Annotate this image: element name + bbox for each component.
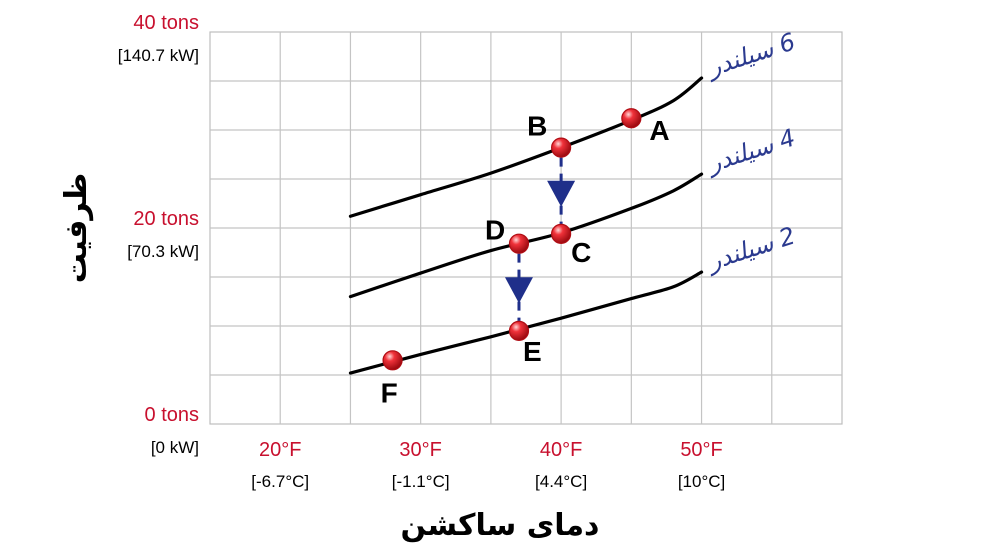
y-tick-label: 40 tons bbox=[133, 12, 199, 34]
point-F bbox=[382, 350, 403, 371]
series-label-1: 6 سیلندر bbox=[702, 27, 799, 82]
x-tick-sublabel: [-6.7°C] bbox=[251, 472, 309, 491]
x-tick-label: 40°F bbox=[540, 439, 582, 461]
y-tick-sublabel: [140.7 kW] bbox=[118, 46, 199, 65]
point-label-F: F bbox=[381, 377, 398, 408]
grid bbox=[209, 31, 843, 425]
x-tick-label: 50°F bbox=[680, 439, 722, 461]
point-label-E: E bbox=[523, 336, 542, 367]
y-tick-label: 0 tons bbox=[145, 404, 199, 426]
series-line-1 bbox=[348, 76, 704, 218]
point-label-B: B bbox=[527, 111, 547, 142]
x-axis-title: دمای ساکشن bbox=[401, 508, 600, 543]
arrows bbox=[504, 157, 576, 321]
series-line-3 bbox=[348, 270, 704, 375]
y-axis-title: ظرفیت bbox=[59, 173, 94, 284]
x-tick-sublabel: [10°C] bbox=[678, 472, 725, 491]
x-tick-label: 30°F bbox=[399, 439, 441, 461]
series-label-3: 2 سیلندر bbox=[702, 221, 799, 276]
point-D bbox=[508, 233, 530, 254]
point-C bbox=[551, 223, 572, 244]
points: A B C D E F bbox=[381, 108, 670, 408]
y-tick-sublabel: [70.3 kW] bbox=[127, 242, 199, 261]
y-tick-sublabel: [0 kW] bbox=[151, 438, 199, 457]
point-label-C: C bbox=[571, 237, 591, 268]
x-tick-sublabel: [-1.1°C] bbox=[392, 472, 450, 491]
arrow-head-2 bbox=[504, 277, 533, 304]
arrow-head-1 bbox=[547, 180, 576, 207]
series-label-2: 4 سیلندر bbox=[702, 123, 799, 178]
point-A bbox=[621, 108, 642, 129]
point-E bbox=[508, 320, 530, 341]
curve-labels: 6 سیلندر 4 سیلندر 2 سیلندر bbox=[702, 27, 799, 276]
point-B bbox=[551, 137, 572, 158]
x-tick-sublabel: [4.4°C] bbox=[535, 472, 587, 491]
point-label-A: A bbox=[649, 115, 669, 146]
point-label-D: D bbox=[485, 215, 505, 246]
x-tick-label: 20°F bbox=[259, 439, 301, 461]
tick-labels: 20°F [-6.7°C] 30°F [-1.1°C] 40°F [4.4°C] 50°F [… bbox=[118, 12, 726, 491]
y-tick-label: 20 tons bbox=[133, 208, 199, 230]
